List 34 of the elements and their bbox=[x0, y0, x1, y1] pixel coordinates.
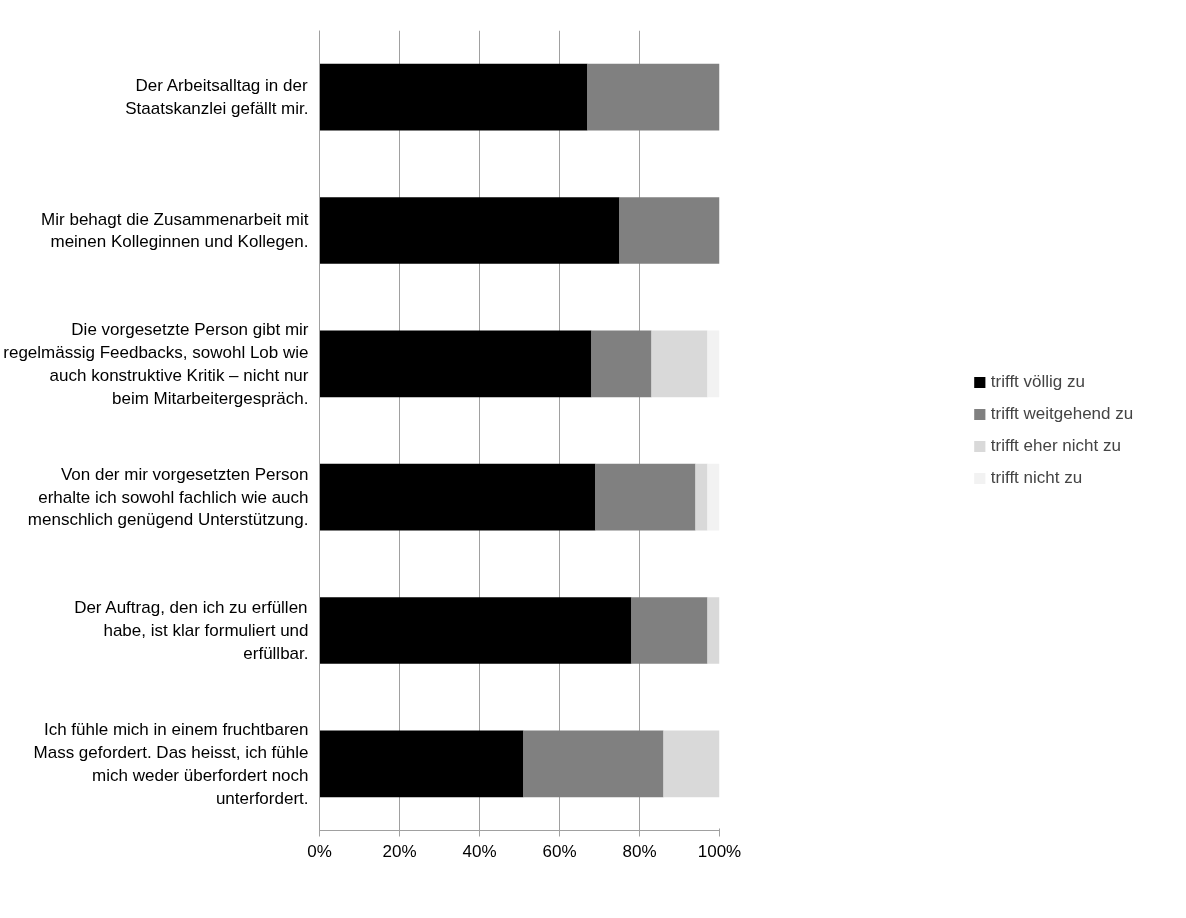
bar bbox=[695, 463, 708, 531]
x-tick-label: 20% bbox=[382, 841, 417, 861]
bar bbox=[595, 463, 696, 531]
x-tick-label: 100% bbox=[697, 841, 742, 861]
bar bbox=[707, 330, 720, 398]
bar bbox=[319, 330, 592, 398]
bar bbox=[523, 730, 664, 798]
bar bbox=[707, 463, 720, 531]
legend-label: trifft völlig zu bbox=[990, 372, 1085, 392]
legend-label: trifft weitgehend zu bbox=[990, 404, 1134, 424]
y-tick-label: Ich fühle mich in einem fruchtbaren Mass gefordert. Das heisst, ich fühle mich weder überfordert noch unterfordert. bbox=[33, 720, 309, 808]
x-tick-label: 80% bbox=[622, 841, 657, 861]
bar bbox=[319, 63, 588, 131]
bar bbox=[319, 730, 524, 798]
x-tick-label: 0% bbox=[307, 841, 332, 861]
bar bbox=[319, 597, 632, 664]
y-tick-label: Der Auftrag, den ich zu erfüllen habe, ist klar formuliert und erfüllbar. bbox=[74, 598, 309, 663]
x-tick-label: 60% bbox=[542, 841, 577, 861]
bar bbox=[631, 597, 708, 664]
bar bbox=[591, 330, 652, 398]
x-tick-label: 40% bbox=[462, 841, 497, 861]
bar bbox=[707, 597, 720, 664]
y-tick-label: Von der mir vorgesetzten Person erhalte ich sowohl fachlich wie auch menschlich genügend Unterstützung. bbox=[27, 464, 309, 530]
y-tick-label: Die vorgesetzte Person gibt mir regelmässig Feedbacks, sowohl Lob wie auch konstruktive Kritik – nicht nur beim Mitarbeitergespräch. bbox=[3, 320, 309, 408]
bar bbox=[619, 197, 720, 264]
y-tick-label: Der Arbeitsalltag in der Staatskanzlei gefällt mir. bbox=[125, 76, 309, 119]
bar bbox=[651, 330, 708, 398]
legend-label: trifft nicht zu bbox=[990, 468, 1083, 488]
legend-label: trifft eher nicht zu bbox=[990, 436, 1121, 456]
bar bbox=[319, 463, 596, 531]
bar bbox=[663, 730, 720, 798]
bar bbox=[319, 197, 620, 264]
y-tick-label: Mir behagt die Zusammenarbeit mit meinen Kolleginnen und Kollegen. bbox=[41, 209, 309, 252]
bar bbox=[587, 63, 720, 131]
